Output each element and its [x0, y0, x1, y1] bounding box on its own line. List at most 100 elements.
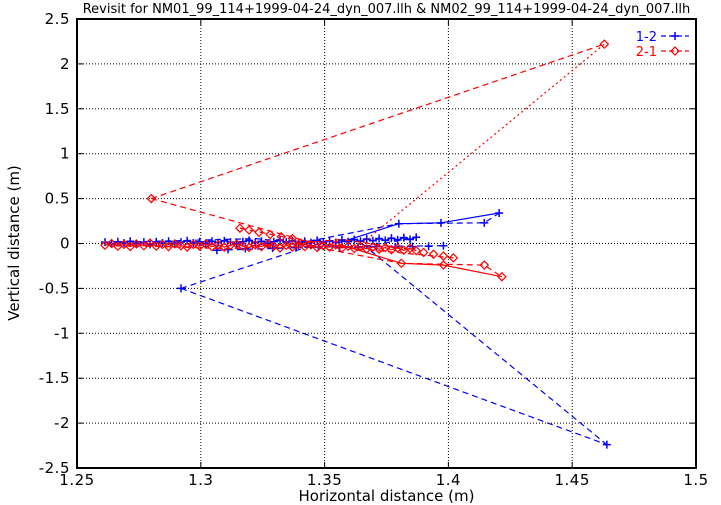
y-tick-label: 1.5 — [45, 100, 70, 118]
plus-marker — [495, 208, 504, 217]
plus-marker — [257, 237, 266, 246]
diamond-marker — [182, 242, 193, 252]
grid-lines — [77, 19, 696, 468]
plus-marker — [602, 440, 611, 449]
x-tick-label: 1.45 — [554, 471, 589, 489]
plus-marker — [412, 233, 421, 242]
diamond-marker — [428, 249, 439, 260]
diamond-marker — [250, 239, 261, 250]
diamond-marker — [139, 240, 149, 251]
x-tick-label: 1.4 — [436, 471, 461, 489]
plus-marker — [207, 237, 216, 246]
plus-marker — [393, 235, 402, 244]
diamond-marker — [293, 239, 304, 250]
diamond-marker — [306, 239, 316, 250]
diamond-marker — [287, 242, 298, 252]
series-2-1 — [100, 39, 610, 282]
series-line-dashed — [298, 243, 503, 278]
diamond-marker — [438, 251, 449, 261]
diamond-marker — [268, 241, 279, 252]
diamond-marker — [125, 241, 136, 252]
diamond-marker — [106, 238, 117, 249]
diamond-marker — [368, 242, 378, 252]
legend-diamond-marker — [670, 46, 680, 56]
y-tick-label: 0.5 — [45, 190, 70, 208]
diamond-marker — [119, 239, 129, 250]
diamond-marker — [235, 223, 245, 234]
diamond-marker — [244, 225, 254, 235]
x-tick-label: 1.3 — [188, 471, 213, 489]
diamond-marker — [411, 245, 422, 256]
diamond-marker — [497, 271, 507, 282]
diamond-marker — [238, 241, 248, 252]
diamond-marker — [176, 240, 186, 251]
series-line-solid — [339, 212, 500, 244]
x-tick-label: 1.35 — [307, 471, 342, 489]
diamond-marker — [343, 241, 353, 252]
y-tick-label: -2 — [54, 414, 70, 432]
diamond-marker — [157, 239, 168, 250]
diamond-marker — [276, 231, 287, 242]
legend: 1-2 2-1 — [636, 30, 689, 60]
plus-marker — [126, 237, 135, 246]
plus-marker — [164, 237, 173, 246]
diamond-marker — [145, 238, 155, 248]
plus-marker — [439, 241, 448, 250]
series-line-dotted — [362, 43, 605, 244]
series-line-dashed — [239, 227, 454, 259]
diamond-marker — [262, 239, 273, 249]
y-tick-label: 1 — [60, 145, 70, 163]
diamond-marker — [438, 260, 449, 270]
legend-plus-marker — [671, 32, 679, 40]
diamond-marker — [188, 239, 199, 250]
plus-marker — [375, 234, 384, 243]
y-tick-label: 2.5 — [45, 10, 70, 28]
diamond-marker — [254, 227, 264, 238]
plus-marker — [436, 218, 445, 227]
data-series — [100, 39, 611, 449]
y-tick-label: -2.5 — [39, 459, 70, 477]
plus-marker — [350, 235, 359, 244]
y-tick-label: 0 — [60, 235, 70, 253]
diamond-marker — [287, 233, 298, 244]
diamond-marker — [146, 193, 157, 204]
diamond-marker — [169, 239, 180, 249]
axes-frame — [76, 18, 697, 469]
diamond-marker — [330, 239, 341, 250]
diamond-marker — [479, 260, 490, 270]
diamond-marker — [418, 247, 429, 258]
series-line-dashed — [180, 287, 608, 446]
diamond-marker — [281, 240, 292, 251]
series-line-dashed — [180, 244, 314, 289]
diamond-marker — [200, 239, 211, 249]
y-tick-label: -1 — [54, 324, 70, 342]
chart-title: Revisit for NM01_99_114+1999-04-24_dyn_0… — [82, 2, 691, 17]
plus-marker — [394, 219, 403, 228]
plus-marker — [399, 233, 408, 242]
plus-marker — [387, 234, 396, 243]
y-tick-label: -0.5 — [39, 279, 70, 297]
diamond-marker — [392, 243, 403, 253]
series-line-dashed — [362, 243, 608, 446]
x-tick-label: 1.5 — [683, 471, 708, 489]
series-line-dashed — [151, 43, 605, 200]
diamond-marker — [131, 239, 142, 249]
diamond-marker — [213, 239, 223, 250]
diamond-marker — [265, 229, 275, 240]
diamond-marker — [448, 253, 459, 263]
diamond-marker — [318, 240, 329, 251]
y-tick-label: -1.5 — [39, 369, 70, 387]
x-axis-label: Horizontal distance (m) — [298, 487, 475, 505]
series-line-dashed — [151, 198, 312, 243]
diamond-marker — [163, 241, 174, 252]
legend-label-2-1: 2-1 — [636, 45, 657, 60]
plus-marker — [406, 235, 415, 244]
plus-marker — [424, 242, 433, 251]
legend-label-1-2: 1-2 — [636, 30, 657, 45]
tick-labels: 1.25 1.3 1.35 1.4 1.45 1.5 -2.5 -2 -1.5 -1 -0.5 0 0.… — [39, 10, 708, 489]
diamond-marker — [396, 258, 407, 269]
diamond-marker — [275, 243, 285, 253]
diamond-marker — [231, 239, 242, 249]
